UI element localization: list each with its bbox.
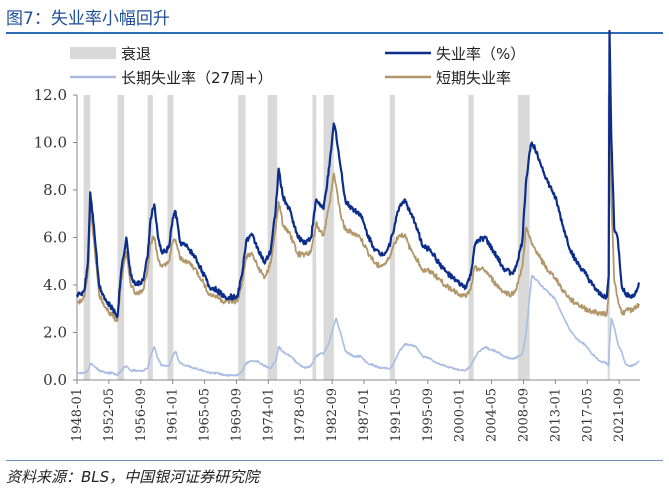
x-tick-label: 1952-05 (102, 388, 117, 442)
recession-band-1 (117, 95, 125, 380)
x-tick-label: 1956-09 (134, 388, 149, 442)
x-tick-label: 1978-05 (293, 388, 308, 442)
x-tick-label: 1974-01 (261, 388, 276, 442)
recession-band-6 (312, 95, 317, 380)
x-tick-label: 2013-01 (548, 388, 563, 442)
recession-band-7 (323, 95, 334, 380)
y-tick-label: 2.0 (43, 324, 67, 342)
legend-short-term-label: 短期失业率 (436, 69, 511, 87)
x-tick-label: 1948-01 (70, 388, 85, 442)
recession-band-0 (83, 95, 91, 380)
x-tick-label: 2017-05 (580, 388, 595, 442)
x-tick-label: 1961-01 (166, 388, 181, 442)
legend-recession-swatch (70, 47, 116, 59)
y-tick-label: 12.0 (34, 86, 67, 104)
legend-unemployment-label: 失业率（%） (436, 45, 525, 63)
legend-recession-label: 衰退 (121, 45, 151, 63)
series-lines (75, 29, 641, 377)
title-rule (6, 32, 663, 34)
recession-band-9 (468, 95, 474, 380)
series-line-short-term (76, 65, 641, 323)
y-tick-label: 8.0 (43, 181, 67, 199)
x-tick-label: 1995-09 (421, 388, 436, 442)
x-tick-label: 1969-09 (229, 388, 244, 442)
recession-band-8 (389, 95, 395, 380)
y-tick-label: 4.0 (43, 276, 67, 294)
x-tick-label: 2021-09 (612, 388, 627, 442)
x-tick-label: 1991-05 (389, 388, 404, 442)
y-tick-label: 6.0 (43, 229, 67, 247)
recession-band-4 (238, 95, 246, 380)
x-tick-label: 2004-05 (485, 388, 500, 442)
x-tick-label: 1965-05 (198, 388, 213, 442)
series-line-unemployment (75, 29, 641, 319)
x-tick-label: 1982-09 (325, 388, 340, 442)
legend: 衰退 失业率（%） 长期失业率（27周+） 短期失业率 (70, 45, 525, 87)
y-tick-label: 10.0 (34, 134, 67, 152)
y-tick-label: 0.0 (43, 371, 67, 389)
legend-long-term-label: 长期失业率（27周+） (121, 69, 273, 87)
x-tick-label: 1987-01 (357, 388, 372, 442)
source-rule (6, 460, 663, 461)
x-tick-label: 2000-01 (453, 388, 468, 442)
series-line-long-term (76, 274, 640, 377)
figure-title: 图7：失业率小幅回升 (6, 9, 170, 29)
axes: 0.0 2.0 4.0 6.0 8.0 10.0 12.0 1948-01 1952-05 195… (34, 86, 640, 442)
source-note: 资料来源：BLS，中国银河证券研究院 (6, 468, 260, 486)
x-tick-label: 2008-09 (516, 388, 531, 442)
